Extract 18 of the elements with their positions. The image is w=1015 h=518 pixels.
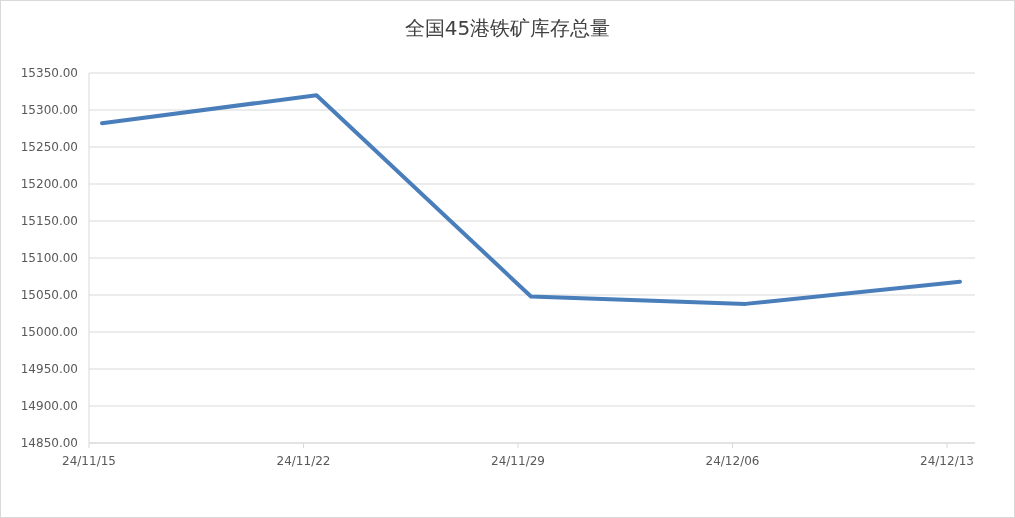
x-tick-label: 24/11/22	[276, 454, 331, 468]
y-tick-label: 15200.00	[20, 177, 78, 192]
y-tick-label: 14850.00	[20, 436, 78, 451]
x-tick-label: 24/12/13	[920, 454, 974, 468]
x-tick-label: 24/11/15	[62, 454, 116, 468]
y-tick-label: 15250.00	[20, 140, 78, 155]
y-tick-label: 15300.00	[20, 103, 78, 118]
y-tick-label: 15100.00	[20, 251, 78, 266]
x-tick-label: 24/11/29	[491, 454, 545, 468]
x-tick-label: 24/12/06	[705, 454, 760, 468]
y-tick-label: 14900.00	[20, 399, 78, 414]
y-tick-label: 15150.00	[20, 214, 78, 229]
y-tick-label: 14950.00	[20, 362, 78, 377]
y-tick-label: 15000.00	[20, 325, 78, 340]
y-tick-label: 15350.00	[20, 66, 78, 81]
chart-title: 全国45港铁矿库存总量	[404, 16, 611, 40]
line-series	[100, 93, 962, 306]
y-tick-label: 15050.00	[20, 288, 78, 303]
